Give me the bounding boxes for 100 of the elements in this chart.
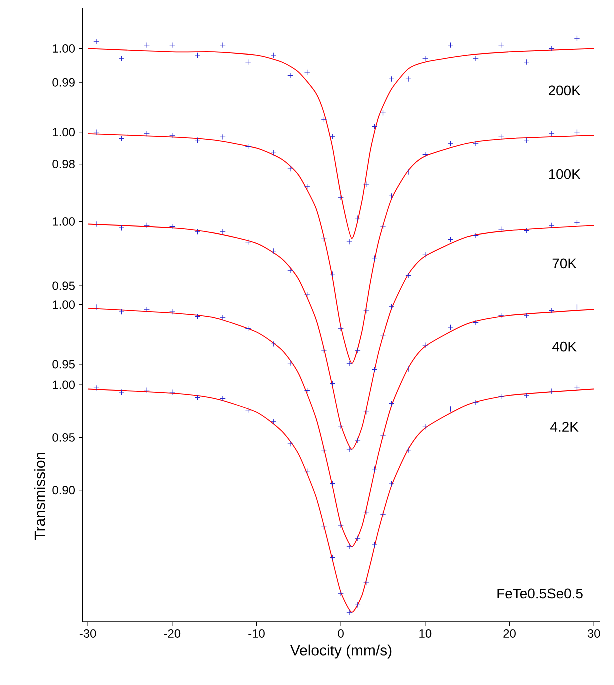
point: [94, 129, 100, 136]
point: [194, 229, 201, 235]
x-tick-label: 20: [504, 630, 516, 638]
point: [220, 315, 226, 321]
point: [406, 76, 412, 82]
point: [330, 480, 336, 487]
point: [422, 342, 428, 348]
point: [321, 524, 328, 530]
annotation: 4.2K: [550, 422, 579, 432]
point: [304, 292, 310, 298]
point: [288, 166, 294, 172]
y-tick-label: 1.00: [53, 44, 76, 53]
point: [549, 131, 555, 137]
point: [363, 509, 370, 516]
point: [304, 468, 310, 474]
point: [388, 304, 395, 310]
point: [144, 131, 150, 137]
point: [338, 326, 344, 332]
annotation: 200K: [548, 86, 581, 96]
point: [498, 312, 504, 318]
point: [338, 522, 344, 528]
y-tick-label: 0.99: [52, 78, 75, 87]
point: [270, 341, 277, 348]
point: [94, 221, 100, 228]
point: [380, 512, 386, 518]
annotation: 40K: [552, 342, 577, 352]
line-series: [88, 388, 595, 613]
point: [473, 320, 479, 326]
line-series: [88, 308, 595, 548]
point: [372, 366, 378, 373]
point: [422, 152, 428, 158]
point: [372, 255, 378, 262]
point: [144, 387, 150, 394]
point: [355, 536, 361, 542]
point: [380, 333, 386, 340]
point: [406, 169, 412, 176]
point: [304, 184, 310, 190]
y-tick-label: 0.95: [52, 360, 75, 369]
x-tick-label: 30: [588, 630, 600, 638]
y-tick-label: 0.90: [52, 486, 76, 495]
x-axis-title: Velocity (mm/s): [290, 644, 392, 659]
point: [388, 400, 395, 407]
point: [194, 394, 201, 401]
point: [549, 46, 555, 52]
point: [363, 181, 370, 188]
point: [549, 308, 555, 314]
annotation: 70K: [552, 258, 577, 269]
y-tick-label: 0.95: [52, 433, 75, 442]
point: [355, 215, 361, 222]
point: [388, 481, 395, 487]
point: [422, 252, 428, 258]
x-tick-label: 10: [420, 630, 432, 638]
point: [118, 225, 125, 232]
point: [448, 406, 454, 412]
point: [355, 438, 361, 444]
point: [270, 248, 277, 254]
point: [448, 140, 454, 146]
point: [245, 144, 252, 150]
point: [118, 56, 125, 62]
point: [524, 59, 530, 66]
point: [406, 272, 412, 279]
point: [574, 36, 580, 42]
point: [473, 56, 479, 62]
point: [346, 544, 352, 550]
point: [94, 385, 100, 392]
y-tick-label: 0.98: [52, 160, 75, 169]
point: [94, 39, 100, 45]
point: [304, 388, 310, 394]
y-tick-label: 1.00: [53, 217, 76, 226]
point: [270, 150, 277, 156]
point: [498, 134, 504, 140]
point: [170, 390, 176, 396]
point: [363, 580, 370, 586]
point: [288, 268, 294, 274]
annotation: FeTe0.5Se0.5: [498, 588, 583, 599]
point: [194, 137, 201, 144]
line-series: [88, 224, 595, 450]
point: [144, 42, 150, 48]
point: [338, 195, 344, 201]
point: [422, 424, 428, 430]
point: [194, 52, 201, 58]
line-series: [88, 134, 595, 364]
point: [406, 447, 412, 454]
point: [346, 610, 352, 616]
point: [473, 140, 479, 146]
point: [144, 222, 150, 228]
point: [355, 348, 361, 354]
point: [448, 42, 454, 48]
point: [288, 441, 294, 447]
point: [118, 309, 125, 315]
point: [524, 392, 530, 398]
point: [118, 390, 125, 396]
point: [346, 239, 352, 245]
x-tick-label: -20: [164, 630, 181, 638]
point: [220, 42, 226, 48]
point: [118, 136, 125, 142]
point: [304, 70, 310, 76]
point: [346, 360, 352, 367]
point: [321, 236, 328, 242]
point: [574, 220, 580, 226]
